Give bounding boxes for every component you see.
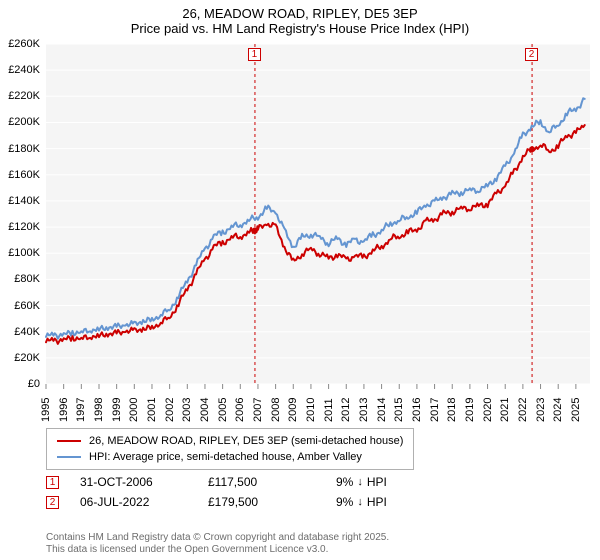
- legend-label-hpi: HPI: Average price, semi-detached house,…: [89, 451, 362, 463]
- chart-svg: [46, 44, 590, 384]
- y-tick-label: £160K: [8, 169, 40, 181]
- y-tick-label: £80K: [14, 273, 40, 285]
- x-tick-label: 2018: [446, 398, 458, 422]
- chart-plot-area: 12: [46, 44, 590, 384]
- x-tick-label: 2004: [199, 398, 211, 422]
- x-tick-label: 2002: [164, 398, 176, 422]
- arrow-down-icon: ↓: [357, 476, 363, 488]
- sale-marker-inline-1: 1: [46, 476, 59, 489]
- legend-swatch-price-paid: [57, 440, 81, 442]
- x-tick-label: 2025: [570, 398, 582, 422]
- sales-row: 1 31-OCT-2006 £117,500 9%↓HPI: [46, 472, 590, 492]
- chart-title-line2: Price paid vs. HM Land Registry's House …: [0, 21, 600, 36]
- sale-price: £179,500: [208, 495, 318, 509]
- y-axis-labels: £0£20K£40K£60K£80K£100K£120K£140K£160K£1…: [0, 44, 44, 384]
- x-tick-label: 2015: [393, 398, 405, 422]
- chart-title-line1: 26, MEADOW ROAD, RIPLEY, DE5 3EP: [0, 6, 600, 21]
- x-tick-label: 2014: [376, 398, 388, 422]
- y-tick-label: £240K: [8, 64, 40, 76]
- legend-label-price-paid: 26, MEADOW ROAD, RIPLEY, DE5 3EP (semi-d…: [89, 435, 403, 447]
- x-tick-label: 2008: [270, 398, 282, 422]
- legend-swatch-hpi: [57, 456, 81, 458]
- x-tick-label: 2017: [429, 398, 441, 422]
- sale-date: 31-OCT-2006: [80, 475, 190, 489]
- x-tick-label: 2020: [482, 398, 494, 422]
- legend-item-hpi: HPI: Average price, semi-detached house,…: [57, 449, 403, 465]
- footer-line1: Contains HM Land Registry data © Crown c…: [46, 532, 590, 544]
- sales-row: 2 06-JUL-2022 £179,500 9%↓HPI: [46, 492, 590, 512]
- y-tick-label: £20K: [14, 352, 40, 364]
- x-tick-label: 1997: [75, 398, 87, 422]
- x-tick-label: 2005: [217, 398, 229, 422]
- y-tick-label: £40K: [14, 326, 40, 338]
- y-tick-label: £140K: [8, 195, 40, 207]
- x-tick-label: 2003: [181, 398, 193, 422]
- footer-line2: This data is licensed under the Open Gov…: [46, 544, 590, 556]
- chart-title-block: 26, MEADOW ROAD, RIPLEY, DE5 3EP Price p…: [0, 0, 600, 38]
- x-tick-label: 2006: [234, 398, 246, 422]
- sale-pct: 9%↓HPI: [336, 495, 436, 509]
- y-tick-label: £200K: [8, 116, 40, 128]
- legend-box: 26, MEADOW ROAD, RIPLEY, DE5 3EP (semi-d…: [46, 428, 414, 470]
- x-tick-label: 2010: [305, 398, 317, 422]
- x-tick-label: 2024: [552, 398, 564, 422]
- sale-marker-2: 2: [525, 48, 538, 61]
- sale-marker-1: 1: [248, 48, 261, 61]
- sale-date: 06-JUL-2022: [80, 495, 190, 509]
- x-tick-label: 1995: [40, 398, 52, 422]
- x-tick-label: 2016: [411, 398, 423, 422]
- x-tick-label: 2023: [535, 398, 547, 422]
- x-tick-label: 2012: [340, 398, 352, 422]
- y-tick-label: £260K: [8, 38, 40, 50]
- sales-table: 1 31-OCT-2006 £117,500 9%↓HPI 2 06-JUL-2022 £1…: [46, 472, 590, 512]
- x-tick-label: 2021: [499, 398, 511, 422]
- y-tick-label: £0: [28, 378, 40, 390]
- x-tick-label: 1996: [58, 398, 70, 422]
- x-tick-label: 2011: [323, 398, 335, 422]
- sale-marker-inline-2: 2: [46, 496, 59, 509]
- y-tick-label: £100K: [8, 247, 40, 259]
- x-tick-label: 1999: [111, 398, 123, 422]
- sale-pct: 9%↓HPI: [336, 475, 436, 489]
- y-tick-label: £60K: [14, 300, 40, 312]
- x-tick-label: 2013: [358, 398, 370, 422]
- sale-price: £117,500: [208, 475, 318, 489]
- x-tick-label: 2022: [517, 398, 529, 422]
- x-tick-label: 2001: [146, 398, 158, 422]
- arrow-down-icon: ↓: [357, 496, 363, 508]
- x-tick-label: 2009: [287, 398, 299, 422]
- x-tick-label: 2000: [128, 398, 140, 422]
- footer: Contains HM Land Registry data © Crown c…: [46, 532, 590, 556]
- legend-item-price-paid: 26, MEADOW ROAD, RIPLEY, DE5 3EP (semi-d…: [57, 433, 403, 449]
- y-tick-label: £120K: [8, 221, 40, 233]
- x-tick-label: 2007: [252, 398, 264, 422]
- x-tick-label: 1998: [93, 398, 105, 422]
- y-tick-label: £220K: [8, 90, 40, 102]
- y-tick-label: £180K: [8, 143, 40, 155]
- x-axis-labels: 1995199619971998199920002001200220032004…: [46, 388, 590, 428]
- x-tick-label: 2019: [464, 398, 476, 422]
- series-line-hpi: [46, 98, 585, 338]
